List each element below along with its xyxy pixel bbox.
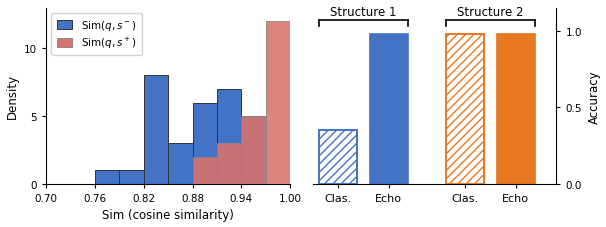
Bar bbox=[241, 117, 265, 184]
Text: Structure 2: Structure 2 bbox=[457, 6, 524, 19]
Bar bbox=[319, 131, 357, 184]
Bar bbox=[193, 157, 217, 184]
Text: Structure 1: Structure 1 bbox=[330, 6, 397, 19]
Bar bbox=[446, 35, 484, 184]
Y-axis label: Density: Density bbox=[5, 74, 19, 119]
Bar bbox=[265, 22, 290, 184]
Bar bbox=[446, 35, 484, 184]
Bar bbox=[217, 90, 241, 184]
Bar bbox=[370, 35, 408, 184]
Bar bbox=[119, 170, 144, 184]
Legend: Sim$(q, s^-)$, Sim$(q, s^+)$: Sim$(q, s^-)$, Sim$(q, s^+)$ bbox=[52, 14, 142, 56]
Y-axis label: Accuracy: Accuracy bbox=[587, 70, 601, 123]
X-axis label: Sim (cosine similarity): Sim (cosine similarity) bbox=[102, 209, 234, 222]
Bar bbox=[144, 76, 168, 184]
Bar bbox=[217, 143, 241, 184]
Bar bbox=[497, 35, 534, 184]
Bar bbox=[168, 143, 193, 184]
Bar bbox=[241, 117, 265, 184]
Bar bbox=[319, 131, 357, 184]
Bar bbox=[290, 170, 315, 184]
Bar bbox=[95, 170, 119, 184]
Bar bbox=[193, 103, 217, 184]
